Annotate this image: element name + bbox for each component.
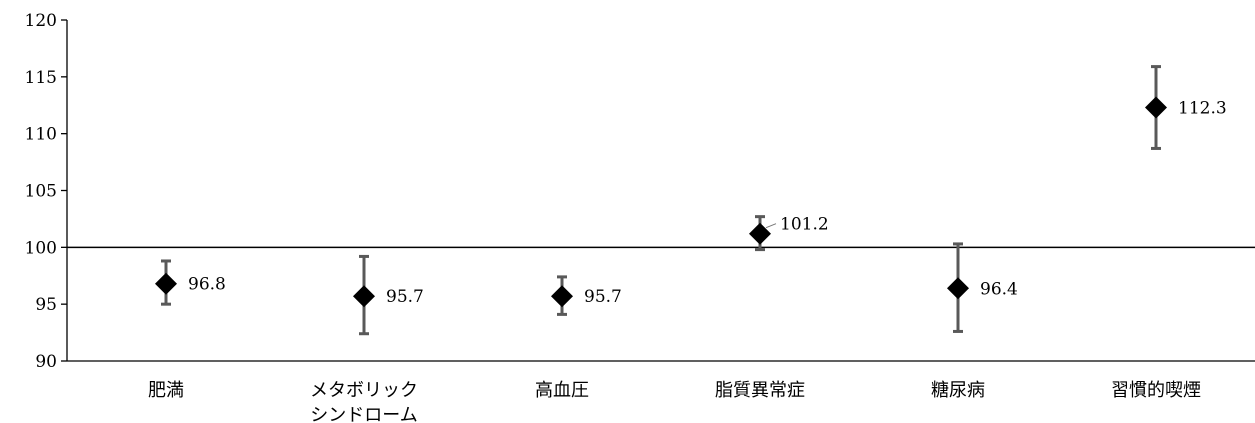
data-points: 96.8 95.7 95.7 101.2 96.4 112.3 <box>155 65 1227 336</box>
category-label-line: 糖尿病 <box>931 380 985 401</box>
y-tick-label: 100 <box>25 238 57 258</box>
data-point-group: 112.3 <box>1145 65 1227 150</box>
category-label: 脂質異常症 <box>715 380 805 401</box>
data-label: 112.3 <box>1178 99 1227 119</box>
data-point-group: 95.7 <box>551 275 622 316</box>
data-label: 96.8 <box>188 275 226 295</box>
data-marker <box>1145 96 1167 119</box>
data-marker <box>155 272 177 295</box>
category-label: 糖尿病 <box>931 380 985 401</box>
data-label: 96.4 <box>980 279 1018 299</box>
category-label-line: 高血圧 <box>535 380 589 401</box>
category-label: 肥満 <box>148 380 184 401</box>
data-point-group: 101.2 <box>749 215 829 252</box>
data-label: 95.7 <box>386 287 424 307</box>
data-label: 101.2 <box>780 215 829 235</box>
data-point-group: 96.8 <box>155 259 226 306</box>
data-label: 95.7 <box>584 287 622 307</box>
data-marker <box>749 222 771 245</box>
category-label-line: 脂質異常症 <box>715 380 805 401</box>
data-point-group: 96.4 <box>947 242 1018 333</box>
y-tick-label: 115 <box>25 68 57 88</box>
category-label-line: シンドローム <box>310 405 417 423</box>
y-tick-label: 110 <box>25 125 57 145</box>
category-label: 高血圧 <box>535 380 589 401</box>
data-marker <box>551 285 573 308</box>
label-leader-line <box>765 223 777 229</box>
category-label-line: 肥満 <box>148 380 184 401</box>
data-marker <box>947 277 969 300</box>
x-axis: 肥満 メタボリックシンドローム 高血圧 脂質異常症 糖尿病 習慣的喫煙 <box>67 360 1255 423</box>
data-point-group: 95.7 <box>353 254 424 336</box>
y-tick-label: 105 <box>25 182 57 202</box>
y-axis: 90 95 100 105 110 115 120 <box>25 11 68 372</box>
y-tick-label: 90 <box>35 352 57 372</box>
category-label: 習慣的喫煙 <box>1111 380 1201 401</box>
data-marker <box>353 285 375 308</box>
y-tick-label: 120 <box>25 11 57 31</box>
category-label-line: メタボリック <box>310 380 418 401</box>
y-tick-label: 95 <box>35 295 57 315</box>
category-label-line: 習慣的喫煙 <box>1111 380 1201 401</box>
category-label: メタボリックシンドローム <box>310 380 418 423</box>
